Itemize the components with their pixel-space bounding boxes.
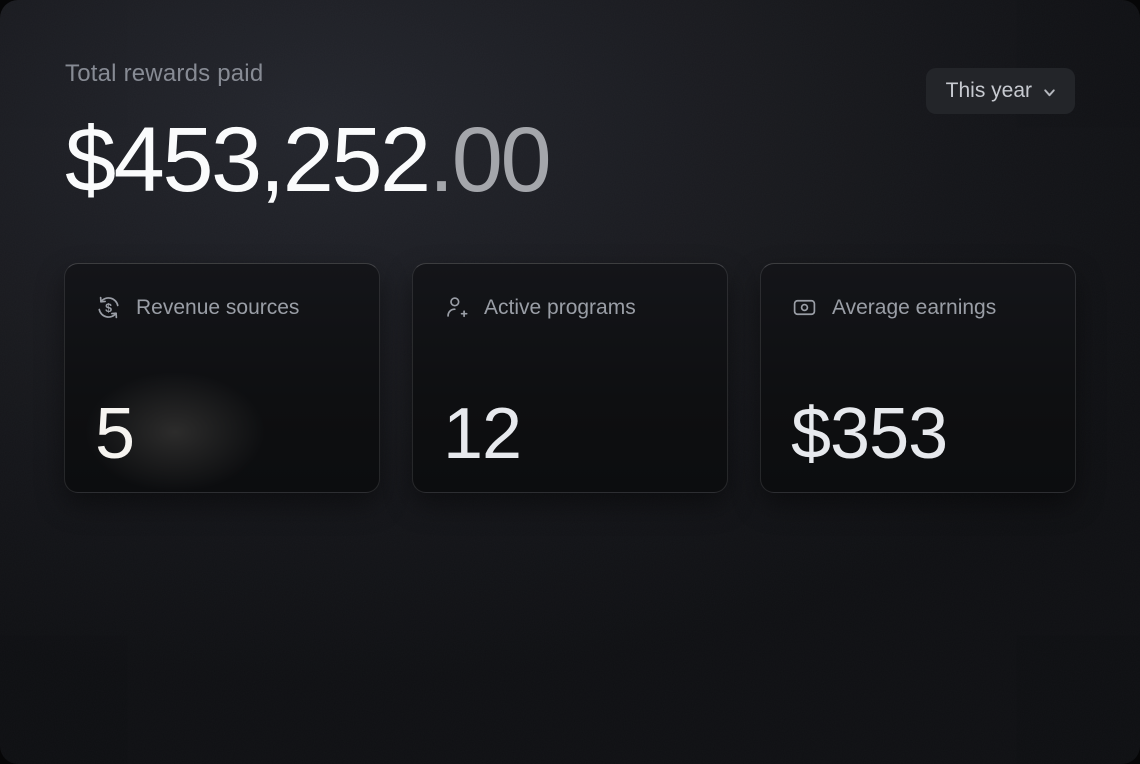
user-plus-icon — [447, 297, 468, 318]
stat-value: $353 — [791, 394, 948, 474]
stat-value: 12 — [443, 394, 522, 474]
dollar-refresh-icon: $ — [98, 296, 119, 319]
period-filter-label: This year — [945, 79, 1032, 102]
total-rewards-amount: $453,252.00 — [65, 114, 1076, 206]
stat-label: Revenue sources — [136, 295, 300, 319]
stat-label: Average earnings — [832, 295, 997, 319]
revenue-sources-card: $ Revenue sources 5 — [64, 263, 380, 493]
svg-text:$: $ — [105, 301, 112, 315]
total-rewards-label: Total rewards paid — [65, 60, 264, 87]
stat-cards: $ Revenue sources 5 Active programs 12 — [64, 263, 1076, 493]
amount-main: $453,252 — [65, 109, 431, 211]
period-filter-button[interactable]: This year — [925, 68, 1075, 114]
stat-label: Active programs — [484, 295, 636, 319]
header: Total rewards paid $453,252.00 — [0, 0, 1140, 206]
active-programs-card: Active programs 12 — [412, 263, 728, 493]
banknote-icon — [793, 299, 816, 316]
amount-fraction: .00 — [428, 109, 552, 211]
chevron-down-icon — [1044, 88, 1055, 96]
average-earnings-card: Average earnings $353 — [760, 263, 1076, 493]
stat-value: 5 — [95, 394, 135, 474]
